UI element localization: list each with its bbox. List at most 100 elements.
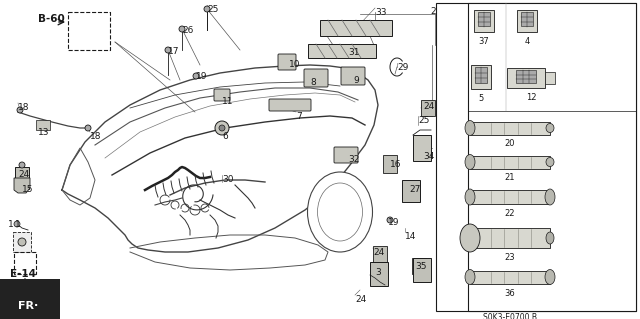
Text: 33: 33 — [375, 8, 387, 17]
Text: 10: 10 — [289, 60, 301, 69]
Circle shape — [18, 238, 26, 246]
Text: 3: 3 — [375, 268, 381, 277]
Bar — [436, 3, 636, 311]
Ellipse shape — [465, 270, 475, 285]
Text: 1: 1 — [15, 220, 20, 229]
FancyBboxPatch shape — [214, 89, 230, 101]
Bar — [470, 122, 550, 135]
Text: 17: 17 — [168, 47, 179, 56]
Ellipse shape — [545, 270, 555, 285]
Bar — [545, 72, 555, 84]
Ellipse shape — [545, 189, 555, 205]
Bar — [475, 67, 487, 83]
Ellipse shape — [307, 172, 372, 252]
Ellipse shape — [317, 183, 362, 241]
Text: S0K3-E0700 B: S0K3-E0700 B — [483, 313, 537, 319]
Bar — [412, 258, 426, 274]
Ellipse shape — [465, 227, 475, 249]
Bar — [507, 68, 545, 88]
Bar — [471, 65, 491, 89]
Text: 29: 29 — [397, 63, 408, 72]
Text: 2: 2 — [430, 7, 436, 16]
Text: 25: 25 — [207, 5, 218, 14]
Bar — [0, 0, 435, 319]
Text: 18: 18 — [90, 132, 102, 141]
Bar — [474, 10, 494, 32]
Ellipse shape — [465, 154, 475, 169]
Text: 30: 30 — [222, 175, 234, 184]
FancyBboxPatch shape — [269, 99, 311, 111]
Text: B-60: B-60 — [38, 14, 65, 24]
Text: 1: 1 — [8, 220, 13, 229]
Text: 12: 12 — [525, 93, 536, 102]
Text: 16: 16 — [390, 160, 401, 169]
Bar — [383, 155, 397, 173]
Ellipse shape — [546, 123, 554, 133]
Bar — [516, 70, 536, 83]
Text: 24: 24 — [423, 102, 435, 111]
Circle shape — [165, 47, 171, 53]
Bar — [373, 246, 387, 262]
Text: 11: 11 — [222, 97, 234, 106]
Text: 8: 8 — [310, 78, 316, 87]
Text: 19: 19 — [388, 218, 399, 227]
Bar — [517, 10, 537, 32]
Bar — [308, 44, 376, 58]
Bar — [470, 155, 550, 168]
Text: 19: 19 — [196, 72, 207, 81]
FancyBboxPatch shape — [304, 69, 328, 87]
Circle shape — [19, 162, 25, 168]
Text: 27: 27 — [409, 185, 420, 194]
FancyBboxPatch shape — [341, 67, 365, 85]
FancyBboxPatch shape — [14, 252, 36, 274]
Text: 4: 4 — [524, 37, 530, 46]
Text: 24: 24 — [18, 170, 29, 179]
Circle shape — [17, 107, 23, 113]
Polygon shape — [14, 178, 30, 193]
Text: 9: 9 — [353, 76, 359, 85]
Bar — [468, 3, 636, 311]
Text: 35: 35 — [415, 262, 426, 271]
Text: 20: 20 — [505, 139, 515, 149]
Bar — [470, 271, 550, 284]
Text: 37: 37 — [479, 37, 490, 46]
Bar — [36, 120, 50, 130]
Text: 13: 13 — [38, 128, 49, 137]
Text: 25: 25 — [418, 116, 429, 125]
Text: 23: 23 — [505, 253, 515, 262]
Bar — [413, 135, 431, 161]
Ellipse shape — [465, 121, 475, 136]
Text: 14: 14 — [405, 232, 417, 241]
Text: 26: 26 — [182, 26, 193, 35]
Bar — [320, 20, 392, 36]
FancyBboxPatch shape — [68, 12, 110, 50]
Circle shape — [219, 125, 225, 131]
Ellipse shape — [546, 232, 554, 244]
Text: 24: 24 — [373, 248, 384, 257]
Text: 5: 5 — [478, 94, 484, 103]
Bar — [521, 12, 533, 26]
Text: 32: 32 — [348, 155, 360, 164]
Text: E-14: E-14 — [10, 269, 36, 279]
Ellipse shape — [465, 189, 475, 205]
Text: 34: 34 — [423, 152, 435, 161]
Bar — [470, 228, 550, 248]
Bar — [413, 258, 431, 282]
Circle shape — [204, 6, 210, 12]
Text: 31: 31 — [348, 48, 360, 57]
FancyBboxPatch shape — [278, 54, 296, 70]
Circle shape — [179, 26, 185, 32]
Bar — [421, 100, 435, 116]
Bar — [402, 180, 420, 202]
Circle shape — [85, 125, 91, 131]
Text: 21: 21 — [505, 174, 515, 182]
Ellipse shape — [546, 158, 554, 167]
Circle shape — [215, 121, 229, 135]
Bar — [370, 262, 388, 286]
Text: 15: 15 — [22, 185, 33, 194]
Circle shape — [387, 217, 393, 223]
Text: 18: 18 — [18, 103, 29, 112]
Circle shape — [14, 221, 20, 227]
Bar — [478, 12, 490, 26]
FancyBboxPatch shape — [334, 147, 358, 163]
